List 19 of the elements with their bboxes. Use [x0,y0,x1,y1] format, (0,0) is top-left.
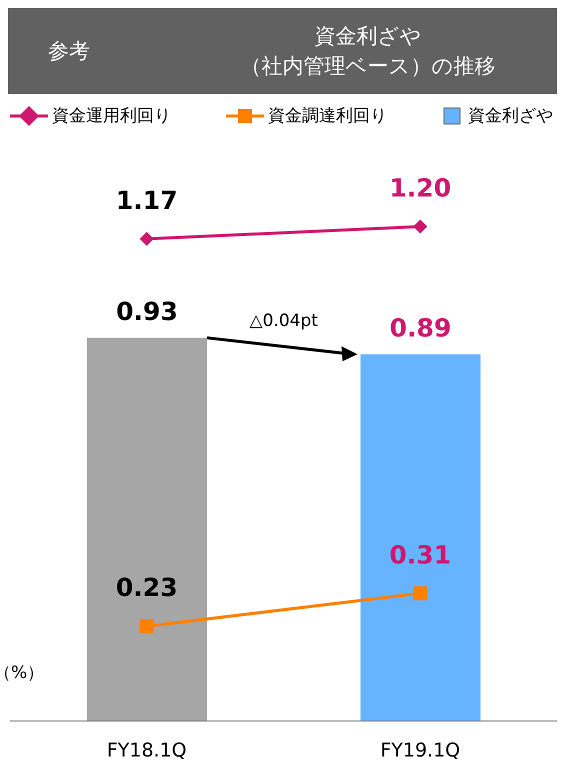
data-label: 0.89 [390,313,452,342]
point [413,220,428,234]
legend-label: 資金運用利回り [52,105,171,127]
data-label: 0.23 [116,573,178,602]
y-axis-title: （%） [0,662,44,684]
legend-label: 資金利ざや [468,105,553,127]
point [140,619,154,634]
data-label: 0.31 [389,540,452,570]
data-label: 1.17 [116,186,178,215]
text: 参考 [48,38,90,65]
chart-title: 資金利ざや（社内管理ベース）の推移 [240,23,496,80]
point [413,586,428,600]
x-tick-label: FY18.1Q [106,739,187,762]
x-tick-label: FY19.1Q [380,739,460,762]
annotation: △0.04pt [250,310,318,331]
legend-label: 資金調達利回り [268,105,387,127]
point [140,232,154,246]
data-label: 0.93 [116,296,178,326]
data-label: 1.20 [389,174,452,203]
